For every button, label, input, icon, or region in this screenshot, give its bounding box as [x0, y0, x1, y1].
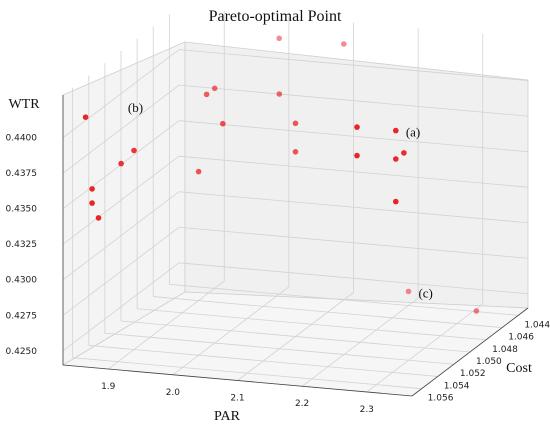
y-tick-label: 1.054 — [444, 381, 470, 391]
y-grid-floor — [104, 332, 454, 365]
chart-title: Pareto-optimal Point — [209, 8, 342, 25]
z-grid-side — [62, 84, 180, 174]
data-point — [195, 168, 202, 175]
y-axis-label: Cost — [506, 361, 532, 376]
annotation-label: (c) — [418, 285, 432, 300]
z-grid-side — [62, 49, 180, 138]
data-point — [341, 41, 347, 47]
x-tick-label: 2.2 — [295, 399, 309, 409]
x-axis-label: PAR — [214, 409, 241, 424]
z-grid-back — [178, 155, 529, 188]
data-point — [203, 91, 210, 98]
data-point — [393, 156, 399, 162]
data-point — [82, 114, 89, 120]
y-tick-label: 1.050 — [476, 357, 502, 367]
grid-lines — [62, 11, 529, 393]
z-grid-back — [178, 84, 529, 117]
data-point — [354, 152, 360, 159]
y-grid-floor — [169, 283, 519, 316]
z-grid-side — [62, 155, 180, 245]
data-point — [276, 35, 283, 42]
annotations: (a) (b) (c) — [128, 100, 433, 300]
data-point — [354, 124, 360, 130]
z-grid-back — [178, 262, 529, 295]
annotation-label: (a) — [406, 125, 420, 140]
z-grid-side — [62, 191, 180, 281]
x-tick-label: 2.0 — [166, 388, 181, 398]
z-grid-back — [178, 49, 529, 82]
y-grid-floor — [137, 308, 487, 341]
x-axis-line — [62, 364, 413, 397]
z-grid-back — [178, 120, 529, 153]
data-point — [220, 120, 226, 127]
data-point — [118, 160, 124, 167]
data-point — [89, 200, 95, 206]
z-tick-label: 0.4300 — [6, 276, 38, 286]
data-point — [131, 147, 137, 154]
data-point — [393, 127, 399, 134]
data-point — [393, 198, 399, 205]
data-point — [89, 186, 95, 192]
z-grid-back — [178, 191, 529, 224]
z-tick-label: 0.4250 — [6, 347, 38, 357]
y-grid-floor — [153, 296, 503, 328]
z-grid-back — [178, 226, 529, 259]
z-tick-label: 0.4375 — [6, 169, 38, 179]
z-tick-label: 0.4350 — [6, 205, 38, 215]
data-point — [473, 308, 480, 314]
data-point — [292, 120, 299, 127]
y-grid-floor — [88, 345, 438, 377]
data-point — [211, 85, 218, 92]
y-tick-label: 1.048 — [492, 345, 518, 355]
annotation-label: (b) — [128, 100, 143, 115]
z-tick-label: 0.4275 — [6, 311, 38, 321]
y-axis-line — [411, 307, 529, 397]
y-grid-floor — [120, 320, 471, 353]
y-tick-label: 1.056 — [428, 394, 454, 404]
y-tick-label: 1.052 — [460, 369, 486, 379]
x-tick-label: 1.9 — [101, 382, 116, 392]
y-tick-label: 1.046 — [508, 333, 534, 343]
data-point — [292, 149, 299, 155]
z-axis-label: WTR — [8, 97, 40, 112]
z-tick-label: 0.4325 — [6, 240, 38, 250]
z-tick-label: 0.4400 — [6, 134, 38, 144]
y-tick-label: 1.044 — [524, 320, 550, 330]
data-point — [95, 215, 102, 221]
data-point — [276, 91, 283, 97]
x-tick-label: 2.3 — [360, 405, 374, 415]
y-grid-floor — [72, 357, 422, 390]
z-grid-side — [62, 226, 180, 316]
data-points — [82, 35, 480, 314]
x-tick-label: 2.1 — [230, 394, 244, 404]
data-point — [401, 150, 407, 156]
z-grid-side — [62, 262, 180, 352]
tick-labels: 1.9 2.0 2.1 2.2 2.3 1.044 1.046 1.048 1.050 1.052… — [6, 134, 550, 415]
data-point — [405, 288, 412, 295]
